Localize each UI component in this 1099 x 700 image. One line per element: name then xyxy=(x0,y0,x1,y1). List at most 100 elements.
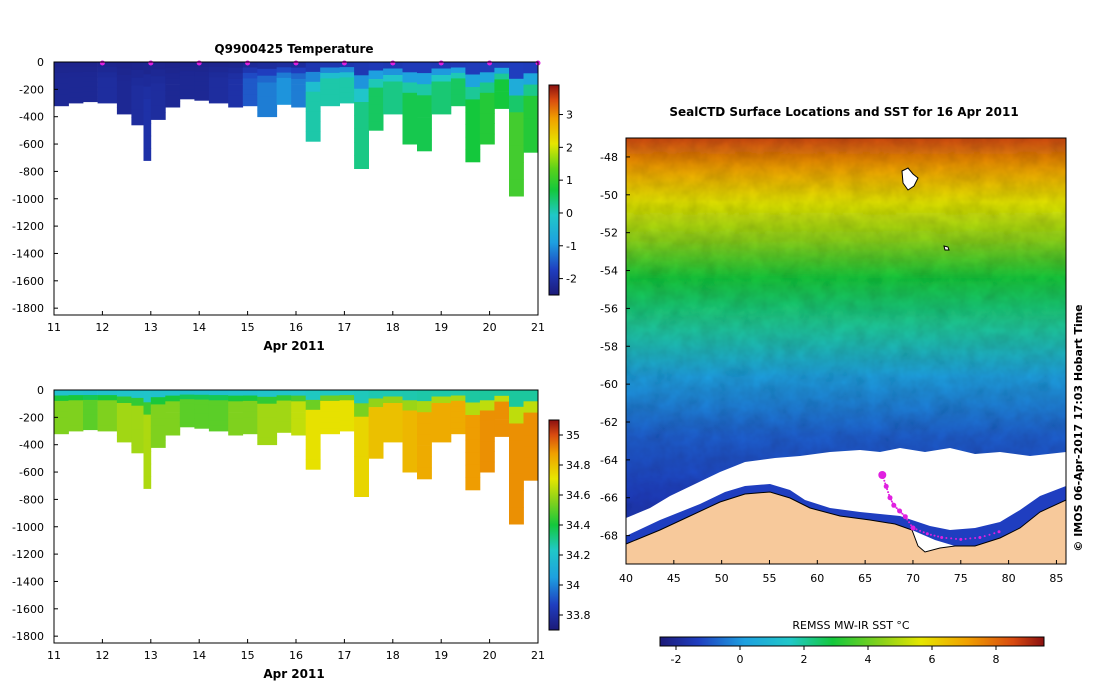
lat-tick-label: -60 xyxy=(600,378,618,391)
profile-cell xyxy=(291,406,307,413)
surface-marker xyxy=(245,60,251,66)
profile-cell xyxy=(97,415,118,422)
profile-cell xyxy=(165,67,181,74)
lat-tick-label: -68 xyxy=(600,530,618,543)
profile-cell xyxy=(354,443,369,457)
track-dot xyxy=(908,521,911,524)
profile-cell xyxy=(276,99,292,105)
y-tick-label: -1800 xyxy=(12,302,44,315)
sst-colorbar-tick-label: 0 xyxy=(737,653,744,666)
profile-cell xyxy=(339,400,355,406)
profile-cell xyxy=(320,406,340,413)
x-tick-label: 18 xyxy=(386,649,400,662)
profile-cell xyxy=(320,67,340,74)
profile-cell xyxy=(97,395,118,401)
profile-cell xyxy=(194,62,210,68)
profile-cell xyxy=(339,415,355,422)
track-dot xyxy=(937,535,940,538)
profile-cell xyxy=(523,62,539,74)
profile-cell xyxy=(228,95,244,102)
lon-tick-label: 75 xyxy=(954,572,968,585)
temperature-xlabel: Apr 2011 xyxy=(263,339,324,353)
surface-marker xyxy=(341,60,347,66)
profile-cell xyxy=(431,429,452,436)
profile-cell xyxy=(368,104,384,114)
colorbar-tick-label: 2 xyxy=(566,141,573,154)
profile-cell xyxy=(276,72,292,79)
profile-cell xyxy=(54,94,69,101)
profile-cell xyxy=(143,426,152,440)
profile-cell xyxy=(97,400,118,406)
lon-tick-label: 80 xyxy=(1002,572,1016,585)
lat-tick-label: -58 xyxy=(600,340,618,353)
y-tick-label: -400 xyxy=(19,111,44,124)
profile-cell xyxy=(257,75,278,83)
profile-cell xyxy=(165,62,181,68)
profile-cell xyxy=(509,507,524,525)
lat-tick-label: -64 xyxy=(600,454,618,467)
temperature-panel: Q9900425 Temperature 11 12 13 14 15 16 17 18 19 2… xyxy=(12,42,577,353)
profile-cell xyxy=(165,390,181,396)
profile-cell xyxy=(417,128,432,141)
track-point xyxy=(902,514,908,520)
profile-cell xyxy=(509,145,524,163)
profile-cell xyxy=(417,434,432,446)
profile-cell xyxy=(479,92,495,104)
profile-cell xyxy=(179,394,195,400)
profile-cell xyxy=(194,71,210,77)
profile-cell xyxy=(383,409,403,417)
profile-cell xyxy=(402,113,418,124)
profile-cell xyxy=(320,72,340,79)
salinity-xlabel: Apr 2011 xyxy=(263,667,324,681)
profile-cell xyxy=(242,94,258,101)
profile-cell xyxy=(179,417,195,423)
profile-cell xyxy=(509,129,524,147)
profile-cell xyxy=(431,81,452,89)
salinity-panel: 11 12 13 14 15 16 17 18 19 20 21 0 -200 -400 -600 -800… xyxy=(12,384,590,681)
profile-cell xyxy=(68,425,84,432)
profile-cell xyxy=(83,86,98,93)
track-dot xyxy=(974,537,977,539)
profile-cell xyxy=(150,105,166,113)
temperature-plot-area xyxy=(54,60,541,197)
lon-tick-label: 60 xyxy=(810,572,824,585)
sst-colorbar xyxy=(659,636,1045,647)
profile-cell xyxy=(276,88,292,95)
profile-cell xyxy=(131,109,144,118)
profile-cell xyxy=(276,405,292,412)
profile-cell xyxy=(339,82,355,88)
profile-cell xyxy=(354,102,369,116)
profile-cell xyxy=(320,400,340,407)
track-dot xyxy=(950,537,953,540)
y-tick-label: -600 xyxy=(19,466,44,479)
profile-cell xyxy=(465,111,481,125)
profile-cell xyxy=(291,395,307,402)
profile-cell xyxy=(383,101,403,108)
profile-cell xyxy=(291,90,307,97)
profile-cell xyxy=(179,403,195,409)
profile-cell xyxy=(131,390,144,399)
colorbar-tick-label: 34.4 xyxy=(566,519,591,532)
profile-cell xyxy=(68,82,84,88)
profile-cell xyxy=(305,131,321,142)
profile-cell xyxy=(131,101,144,110)
profile-cell xyxy=(83,395,98,401)
profile-cell xyxy=(131,437,144,446)
profile-cell xyxy=(179,75,195,81)
salinity-plot-area xyxy=(54,390,539,525)
profile-cell xyxy=(131,93,144,102)
profile-cell xyxy=(494,96,510,104)
profile-cell xyxy=(68,87,84,94)
profile-cell xyxy=(54,89,69,96)
profile-cell xyxy=(305,429,321,440)
profile-cell xyxy=(68,415,84,422)
profile-cell xyxy=(116,390,132,397)
profile-cell xyxy=(402,92,418,104)
profile-cell xyxy=(494,85,510,92)
profile-cell xyxy=(83,71,98,78)
profile-cell xyxy=(450,100,466,107)
profile-cell xyxy=(276,395,292,401)
x-tick-label: 15 xyxy=(241,649,255,662)
profile-cell xyxy=(354,88,369,103)
profile-cell xyxy=(402,123,418,135)
